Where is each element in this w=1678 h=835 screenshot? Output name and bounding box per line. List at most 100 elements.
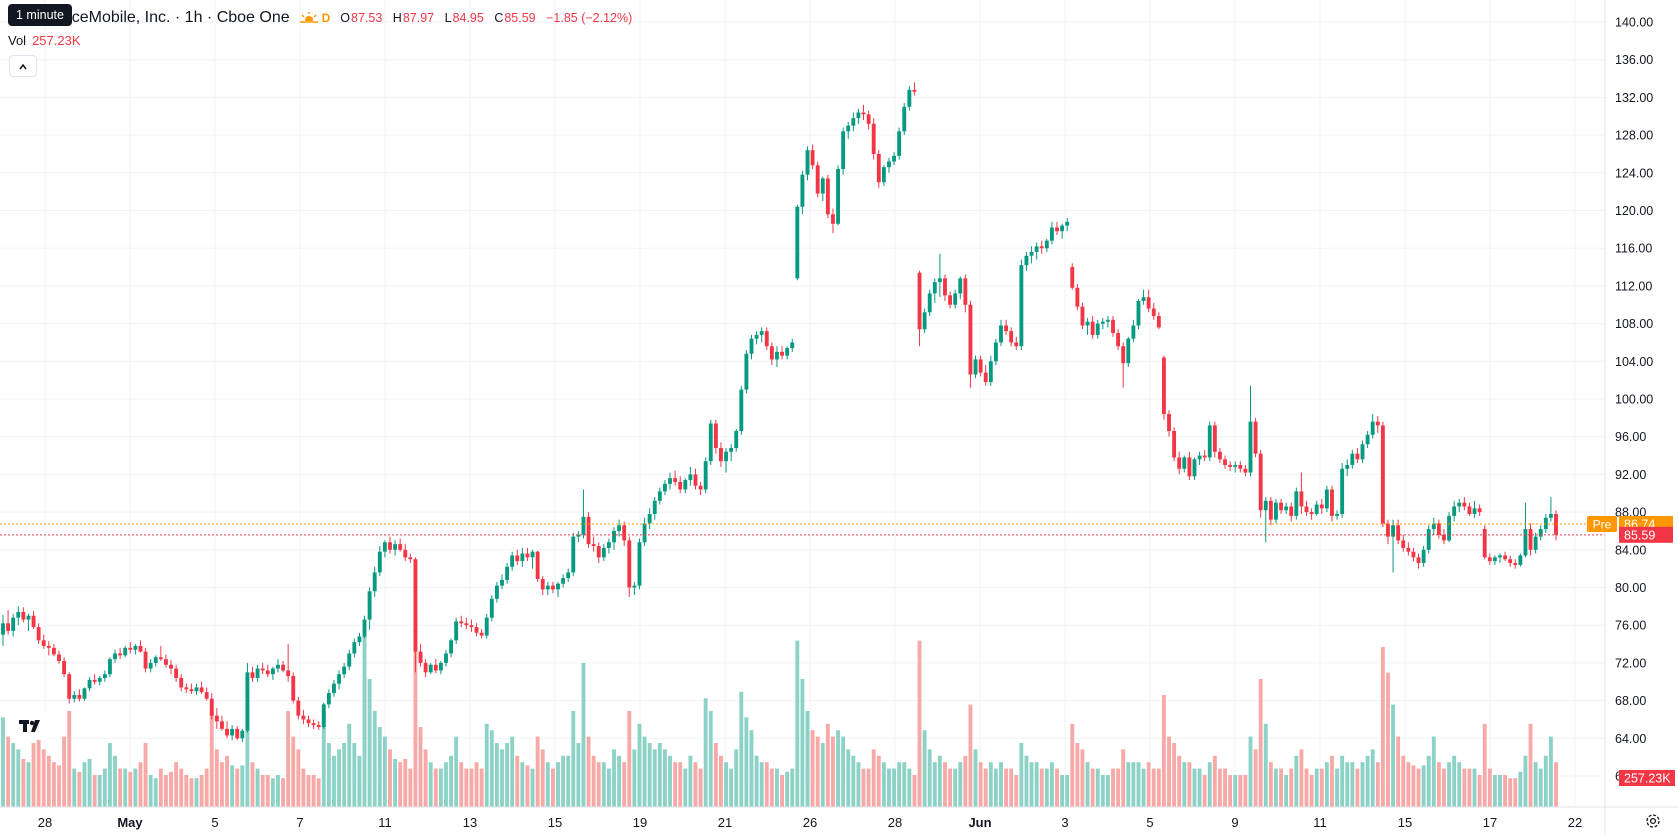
candle-body (1009, 331, 1014, 343)
candle-body (123, 647, 128, 656)
volume-bar (749, 730, 754, 807)
volume-bar (1324, 762, 1329, 807)
candle-body (352, 642, 357, 654)
candle-body (571, 536, 576, 573)
volume-bar (871, 749, 876, 807)
candle-body (449, 640, 454, 654)
candle-body (245, 672, 250, 731)
candle-body (1416, 557, 1421, 563)
candle-body (1299, 491, 1304, 507)
candle-body (841, 131, 846, 170)
volume-bar (1284, 775, 1289, 807)
volume-bar (1172, 743, 1177, 807)
volume-bar (591, 755, 596, 807)
candle-body (118, 653, 123, 656)
candle-body (525, 553, 530, 558)
collapse-legend-button[interactable] (9, 55, 37, 77)
volume-bar (1167, 736, 1171, 807)
candle-body (194, 687, 199, 692)
candle-body (1391, 525, 1395, 537)
d-badge[interactable]: D (321, 11, 331, 25)
volume-bar (1223, 768, 1227, 807)
chevron-up-icon (19, 63, 27, 70)
candle-body (1462, 502, 1467, 507)
candle-body (1131, 325, 1136, 339)
candle-body (281, 664, 285, 671)
volume-bar (759, 762, 764, 807)
volume-bar (1207, 762, 1212, 807)
candle-body (164, 659, 168, 665)
volume-bar (1386, 672, 1390, 807)
volume-bar (214, 749, 219, 807)
candle-body (1523, 529, 1528, 556)
price-axis-label: 136.00 (1615, 53, 1653, 67)
volume-bar (153, 778, 158, 807)
volume-bar (550, 768, 555, 807)
volume-label[interactable]: Vol (8, 33, 27, 48)
volume-bar (1360, 762, 1365, 807)
candle-body (398, 544, 403, 550)
volume-bar (1355, 768, 1360, 807)
candle-body (902, 106, 907, 132)
candle-body (153, 657, 158, 663)
candle-body (21, 612, 26, 620)
volume-bar (1518, 771, 1523, 807)
volume-bar (21, 759, 26, 807)
candle-series (1, 82, 1558, 743)
settings-gear-icon[interactable] (1644, 812, 1662, 830)
time-axis-label: 9 (1231, 815, 1238, 830)
candle-body (922, 312, 927, 330)
candle-body (16, 612, 21, 618)
candle-body (1141, 297, 1146, 301)
candle-body (1243, 468, 1248, 473)
candle-body (550, 585, 555, 590)
volume-bar (393, 759, 398, 807)
candle-body (1207, 425, 1212, 458)
candle-body (128, 647, 133, 650)
candle-body (51, 647, 56, 655)
candle-body (1370, 421, 1375, 435)
candle-body (795, 206, 800, 279)
candle-body (479, 632, 484, 636)
candle-body (805, 150, 810, 175)
volume-bar (937, 755, 942, 807)
volume-bar (606, 768, 611, 807)
candle-body (138, 645, 143, 652)
candle-body (973, 359, 978, 375)
volume-bar (1492, 775, 1497, 807)
volume-bar (179, 768, 184, 807)
candle-body (556, 583, 560, 590)
volume-bar (1442, 768, 1446, 807)
candle-body (698, 485, 703, 490)
candle-body (530, 551, 535, 558)
candle-body (1508, 559, 1513, 563)
candle-body (1090, 321, 1095, 335)
volume-bar (367, 679, 372, 807)
volume-bar (265, 775, 270, 807)
volume-bar (138, 762, 143, 807)
time-axis-label: 21 (718, 815, 732, 830)
tradingview-logo-icon[interactable] (13, 712, 49, 740)
candle-body (1436, 523, 1441, 535)
candle-body (1538, 529, 1543, 537)
symbol-title[interactable]: AST SpaceMobile, Inc. · 1h · Cboe One (8, 9, 290, 26)
volume-bar (1060, 775, 1065, 807)
candle-body (1365, 434, 1370, 445)
candle-body (983, 372, 988, 383)
volume-bar (133, 768, 138, 807)
candle-body (815, 165, 820, 194)
volume-bar (169, 771, 173, 807)
time-axis-label: 13 (463, 815, 477, 830)
volume-bar (973, 749, 978, 807)
volume-bar (780, 775, 784, 807)
candle-body (1161, 357, 1166, 415)
volume-bar (1406, 762, 1411, 807)
volume-bar (118, 768, 123, 807)
candle-body (464, 623, 469, 626)
volume-bar (790, 768, 795, 807)
sunrise-icon[interactable] (299, 11, 318, 25)
candle-body (1014, 342, 1019, 347)
volume-bar (408, 768, 413, 807)
volume-bar (754, 755, 759, 807)
